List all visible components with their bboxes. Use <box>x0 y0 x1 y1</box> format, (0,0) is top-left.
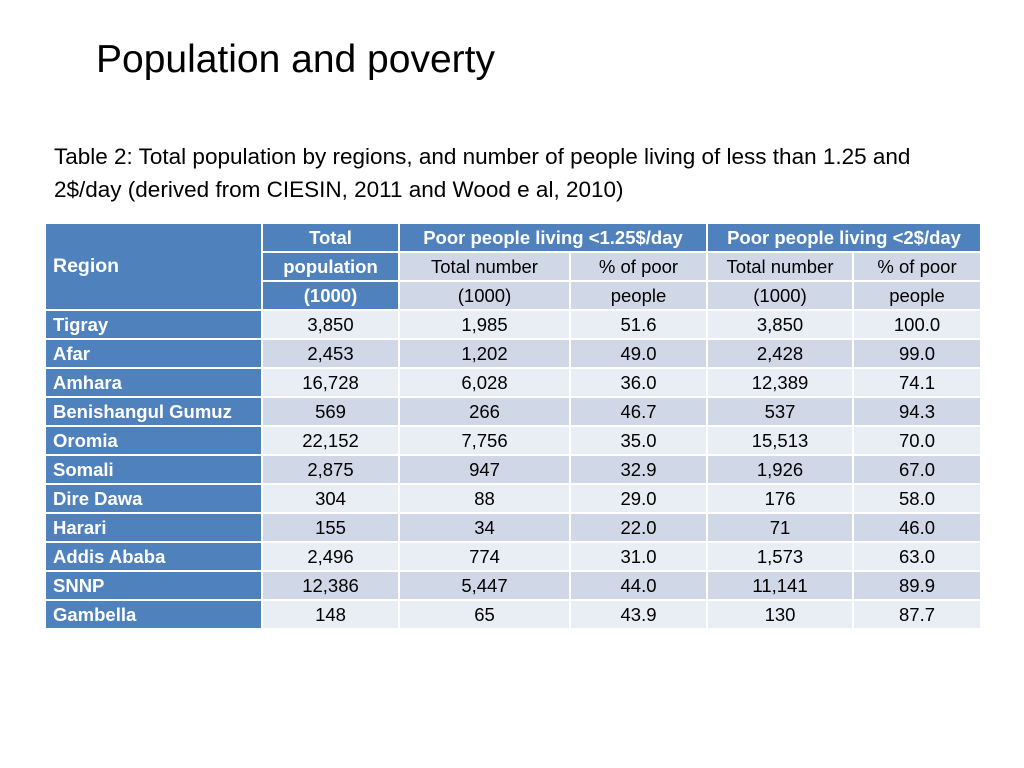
region-cell: Benishangul Gumuz <box>44 396 263 427</box>
total-number-2-cell: 15,513 <box>706 425 855 456</box>
pct-poor-2-cell: 74.1 <box>852 367 983 398</box>
pct-poor-125-cell: 51.6 <box>568 309 709 340</box>
header-total-population-line2: population <box>261 251 400 282</box>
pct-poor-125-cell: 49.0 <box>568 338 709 369</box>
pct-poor-125-cell: 22.0 <box>568 512 709 543</box>
region-cell: Oromia <box>44 425 263 456</box>
table-row: Tigray 3,850 1,985 51.6 3,850 100.0 <box>44 309 983 340</box>
total-number-2-cell: 3,850 <box>706 309 855 340</box>
header-row-3: (1000) (1000) people (1000) people <box>45 280 983 311</box>
total-number-2-cell: 11,141 <box>706 570 855 601</box>
table-row: Oromia 22,152 7,756 35.0 15,513 70.0 <box>44 425 983 456</box>
region-cell: Harari <box>44 512 263 543</box>
total-number-2-cell: 537 <box>706 396 855 427</box>
table-row: Afar 2,453 1,202 49.0 2,428 99.0 <box>44 338 983 369</box>
population-poverty-table: Region Total Poor people living <1.25$/d… <box>44 222 983 630</box>
pct-poor-2-cell: 94.3 <box>852 396 983 427</box>
pct-poor-2-cell: 63.0 <box>852 541 983 572</box>
header-total-population-line3: (1000) <box>261 280 400 311</box>
pct-poor-2-cell: 87.7 <box>852 599 983 630</box>
total-population-cell: 2,453 <box>261 338 400 369</box>
total-number-2-cell: 71 <box>706 512 855 543</box>
total-population-cell: 12,386 <box>261 570 400 601</box>
total-number-2-cell: 1,926 <box>706 454 855 485</box>
region-cell: Afar <box>44 338 263 369</box>
region-cell: Addis Ababa <box>44 541 263 572</box>
total-number-125-cell: 266 <box>398 396 571 427</box>
table-row: Amhara 16,728 6,028 36.0 12,389 74.1 <box>44 367 983 398</box>
pct-poor-125-cell: 44.0 <box>568 570 709 601</box>
pct-poor-2-cell: 100.0 <box>852 309 983 340</box>
region-cell: Amhara <box>44 367 263 398</box>
table-row: Gambella 148 65 43.9 130 87.7 <box>44 599 983 630</box>
header-total-number-2-line1: Total number <box>706 251 855 282</box>
pct-poor-2-cell: 46.0 <box>852 512 983 543</box>
total-population-cell: 148 <box>261 599 400 630</box>
total-population-cell: 22,152 <box>261 425 400 456</box>
pct-poor-125-cell: 36.0 <box>568 367 709 398</box>
total-number-2-cell: 12,389 <box>706 367 855 398</box>
pct-poor-125-cell: 29.0 <box>568 483 709 514</box>
header-total-number-125-line1: Total number <box>398 251 571 282</box>
total-number-125-cell: 5,447 <box>398 570 571 601</box>
header-total-population-line1: Total <box>261 222 400 253</box>
header-row-1: Region Total Poor people living <1.25$/d… <box>44 222 983 311</box>
header-row-2: population Total number % of poor Total … <box>45 251 983 282</box>
total-population-cell: 569 <box>261 396 400 427</box>
pct-poor-2-cell: 67.0 <box>852 454 983 485</box>
total-number-125-cell: 1,202 <box>398 338 571 369</box>
total-number-125-cell: 88 <box>398 483 571 514</box>
total-population-cell: 2,875 <box>261 454 400 485</box>
header-pct-poor-2-line1: % of poor <box>852 251 983 282</box>
pct-poor-125-cell: 31.0 <box>568 541 709 572</box>
region-cell: SNNP <box>44 570 263 601</box>
total-number-125-cell: 65 <box>398 599 571 630</box>
total-number-125-cell: 947 <box>398 454 571 485</box>
total-number-125-cell: 6,028 <box>398 367 571 398</box>
total-number-125-cell: 7,756 <box>398 425 571 456</box>
pct-poor-125-cell: 46.7 <box>568 396 709 427</box>
pct-poor-2-cell: 89.9 <box>852 570 983 601</box>
pct-poor-2-cell: 70.0 <box>852 425 983 456</box>
total-number-2-cell: 130 <box>706 599 855 630</box>
total-number-125-cell: 1,985 <box>398 309 571 340</box>
table-row: Benishangul Gumuz 569 266 46.7 537 94.3 <box>44 396 983 427</box>
total-population-cell: 3,850 <box>261 309 400 340</box>
header-pct-poor-125-line2: people <box>568 280 709 311</box>
header-region: Region <box>44 222 263 311</box>
total-population-cell: 155 <box>261 512 400 543</box>
slide-title: Population and poverty <box>96 38 495 81</box>
total-number-2-cell: 176 <box>706 483 855 514</box>
total-population-cell: 2,496 <box>261 541 400 572</box>
total-number-125-cell: 34 <box>398 512 571 543</box>
pct-poor-125-cell: 43.9 <box>568 599 709 630</box>
header-pct-poor-2-line2: people <box>852 280 983 311</box>
table-row: Addis Ababa 2,496 774 31.0 1,573 63.0 <box>44 541 983 572</box>
table-row: Somali 2,875 947 32.9 1,926 67.0 <box>44 454 983 485</box>
header-group-125: Poor people living <1.25$/day <box>397 222 709 253</box>
total-population-cell: 16,728 <box>261 367 400 398</box>
table-caption: Table 2: Total population by regions, an… <box>54 144 911 202</box>
table-row: Dire Dawa 304 88 29.0 176 58.0 <box>44 483 983 514</box>
total-number-2-cell: 1,573 <box>706 541 855 572</box>
region-cell: Gambella <box>44 599 263 630</box>
header-total-number-125-line2: (1000) <box>398 280 571 311</box>
table-row: SNNP 12,386 5,447 44.0 11,141 89.9 <box>44 570 983 601</box>
header-group-2: Poor people living <2$/day <box>706 222 983 253</box>
total-population-cell: 304 <box>261 483 400 514</box>
table-row: Harari 155 34 22.0 71 46.0 <box>44 512 983 543</box>
pct-poor-125-cell: 32.9 <box>568 454 709 485</box>
header-total-number-2-line2: (1000) <box>706 280 855 311</box>
total-number-125-cell: 774 <box>398 541 571 572</box>
header-pct-poor-125-line1: % of poor <box>568 251 709 282</box>
pct-poor-125-cell: 35.0 <box>568 425 709 456</box>
region-cell: Somali <box>44 454 263 485</box>
pct-poor-2-cell: 58.0 <box>852 483 983 514</box>
region-cell: Dire Dawa <box>44 483 263 514</box>
region-cell: Tigray <box>44 309 263 340</box>
pct-poor-2-cell: 99.0 <box>852 338 983 369</box>
total-number-2-cell: 2,428 <box>706 338 855 369</box>
